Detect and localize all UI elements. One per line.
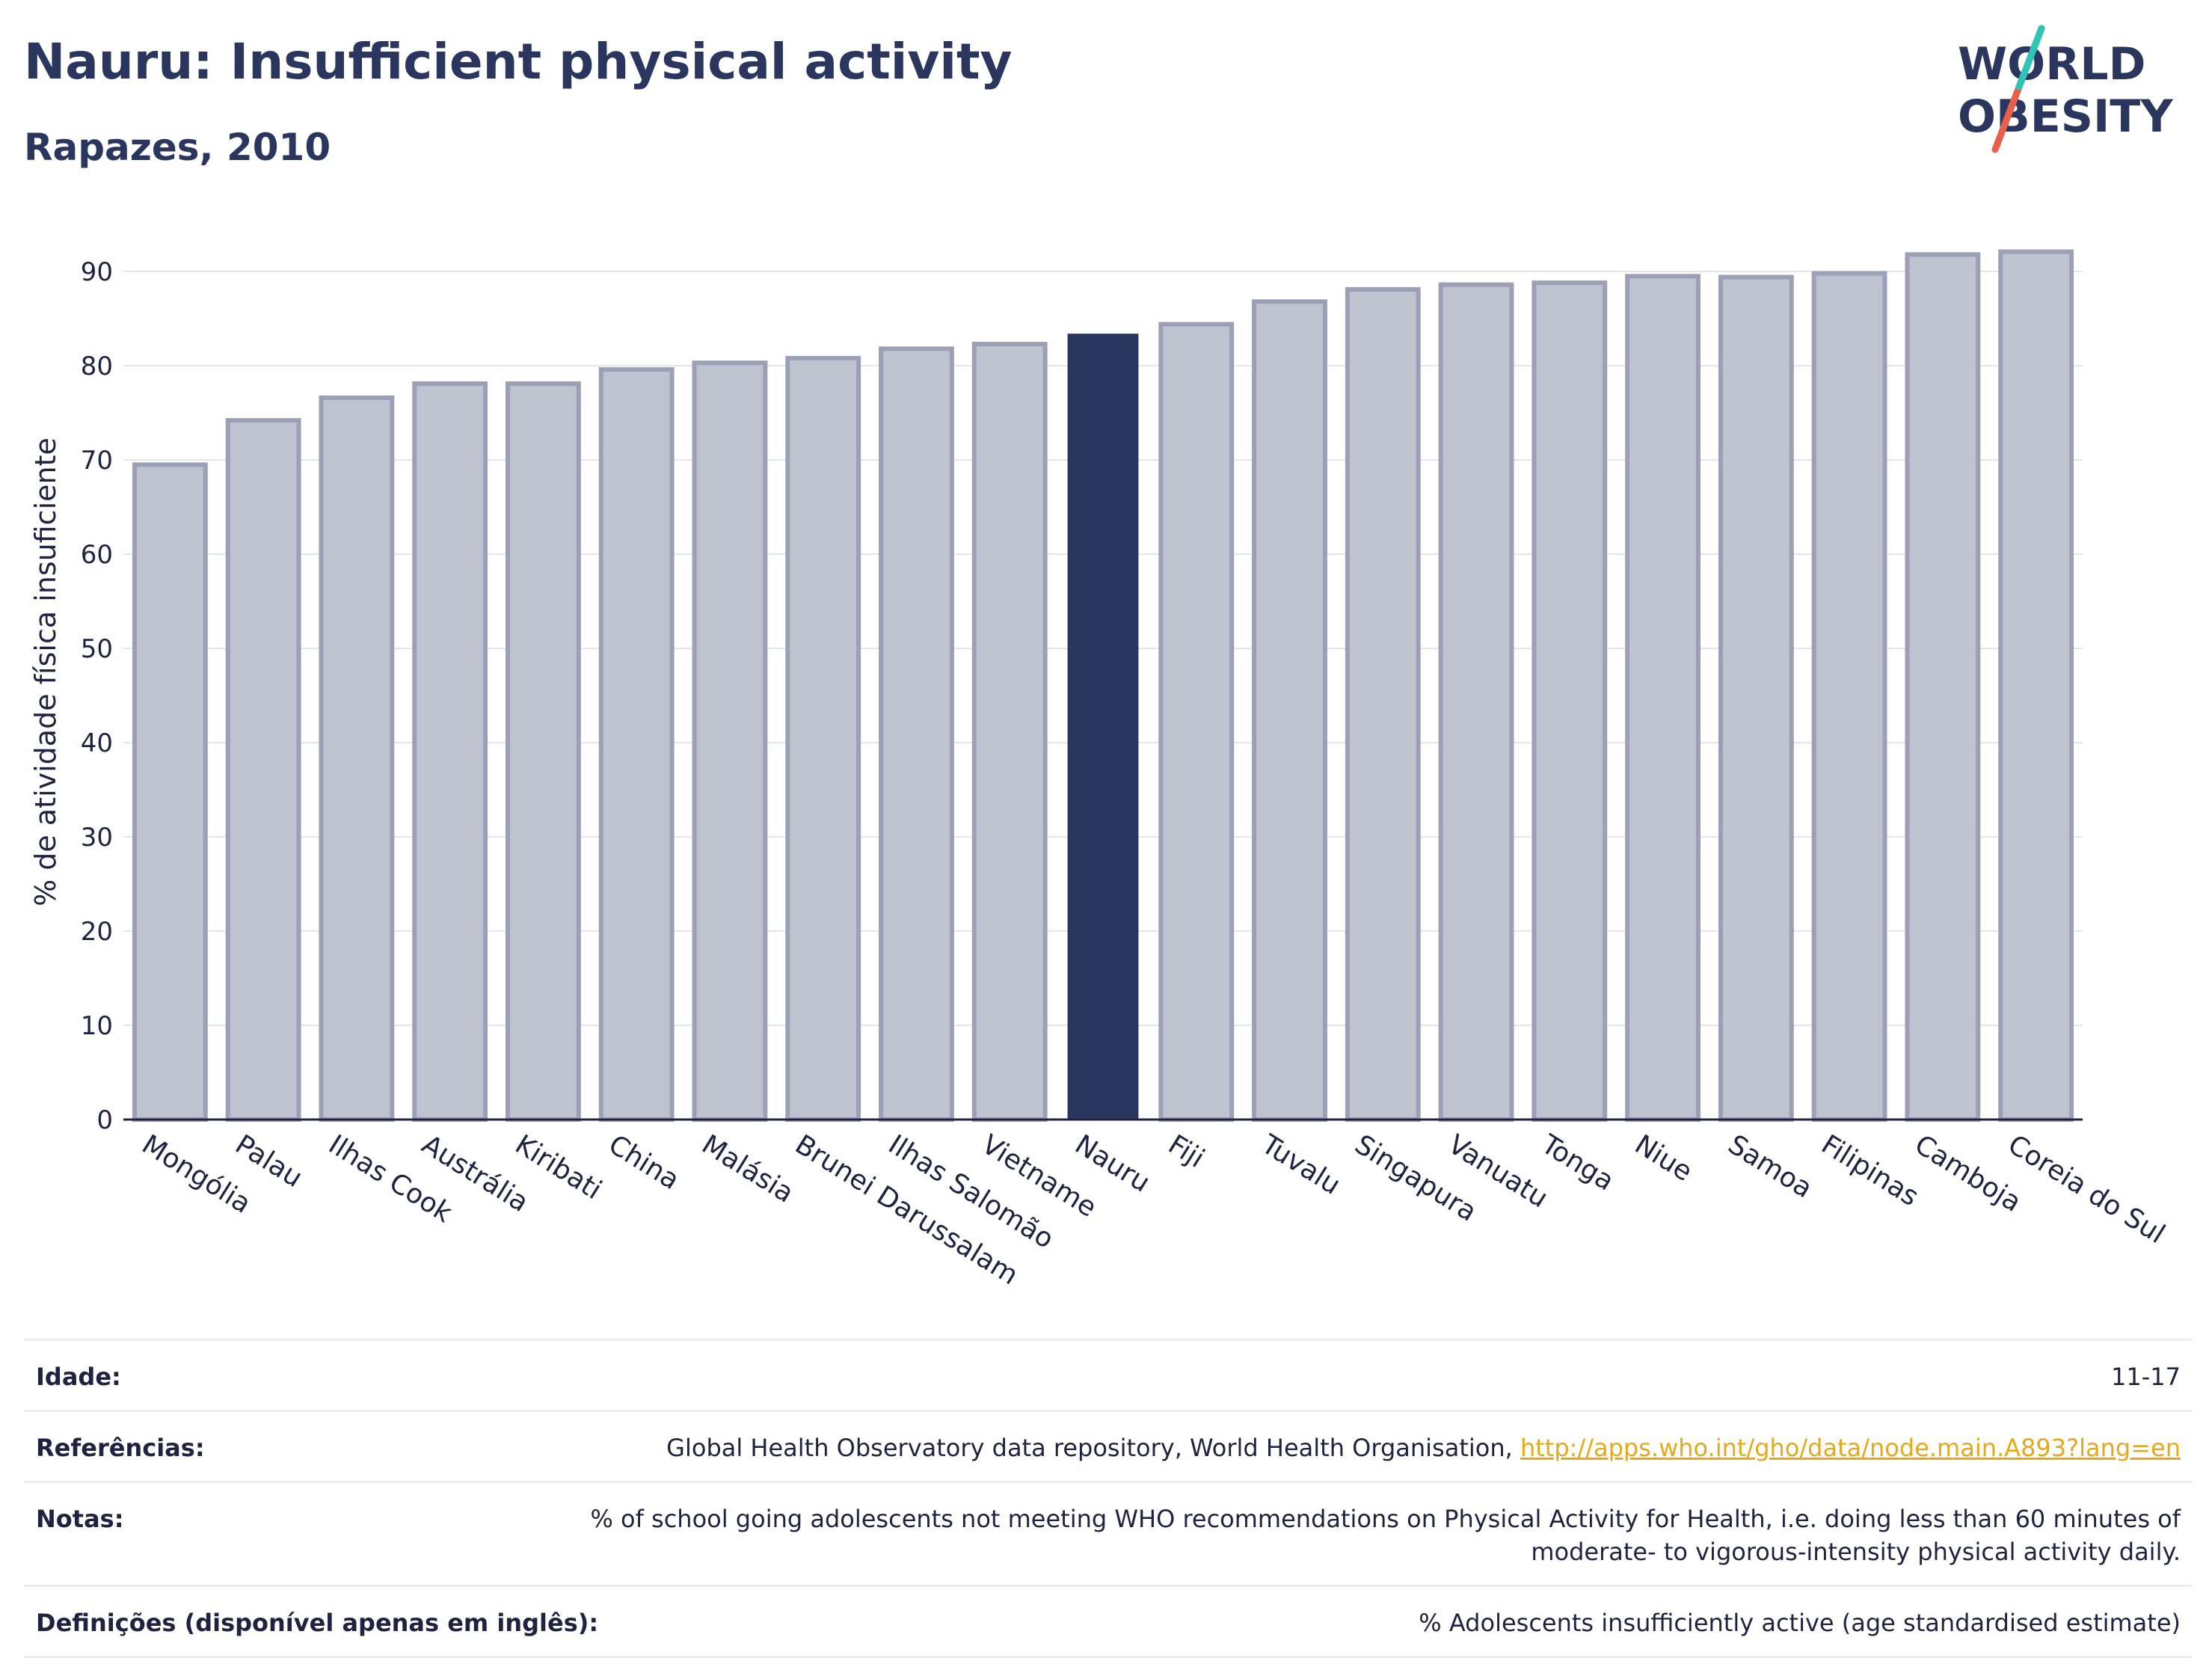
bar: [1998, 249, 2074, 1122]
bar: [692, 360, 768, 1123]
y-tick-label: 0: [96, 1105, 113, 1135]
y-tick-label: 70: [81, 446, 113, 476]
meta-value-definitions: % Adolescents insufficiently active (age…: [1419, 1609, 2181, 1637]
y-tick-label: 30: [81, 823, 113, 853]
x-tick-label: Filipinas: [1816, 1129, 1923, 1212]
bar: [1905, 252, 1981, 1123]
bar: [506, 381, 581, 1122]
meta-row-references: Referências: Global Health Observatory d…: [24, 1410, 2193, 1481]
world-obesity-logo-graphic: WORLD OBESITY: [1958, 25, 2174, 153]
logo-line2: OBESITY: [1958, 90, 2174, 143]
y-tick-label: 90: [81, 257, 113, 287]
x-tick-label: Tuvalu: [1256, 1129, 1346, 1201]
bar: [319, 395, 395, 1122]
bar: [1625, 274, 1701, 1122]
world-obesity-logo: WORLD OBESITY: [1944, 22, 2199, 157]
bar-chart: 0 10 20 30 40 50 60 70 80 90 % de atividade física…: [29, 249, 2170, 1291]
y-tick-label: 60: [81, 540, 113, 570]
bar: [971, 342, 1048, 1122]
y-tick-label: 80: [81, 351, 113, 381]
bar: [1811, 271, 1887, 1122]
bar: [1531, 280, 1608, 1123]
logo-line1: WORLD: [1958, 38, 2145, 90]
y-axis-label: % de atividade física insuficiente: [29, 437, 62, 906]
bar: [785, 355, 861, 1123]
x-tick-label: Fiji: [1163, 1129, 1210, 1174]
y-tick-label: 40: [81, 728, 113, 758]
reference-link[interactable]: http://apps.who.int/gho/data/node.main.A…: [1520, 1434, 2181, 1462]
meta-value-references: Global Health Observatory data repositor…: [666, 1431, 2181, 1464]
meta-key-age: Idade:: [36, 1363, 121, 1391]
logo-slash-teal: [2015, 25, 2045, 90]
bar: [1718, 274, 1794, 1122]
x-tick-label: Malásia: [696, 1129, 799, 1209]
bar: [412, 381, 488, 1122]
x-tick-label: China: [603, 1129, 684, 1196]
chart-title: Nauru: Insufficient physical activity: [24, 33, 1013, 90]
meta-row-definitions: Definições (disponível apenas em inglês)…: [24, 1585, 2193, 1658]
meta-value-age: 11-17: [2111, 1363, 2181, 1391]
meta-row-notes: Notas: % of school going adolescents not…: [24, 1481, 2193, 1585]
bar: [1252, 299, 1327, 1123]
y-tick-label: 10: [81, 1011, 113, 1041]
bar: [1345, 286, 1421, 1123]
metadata-table: Idade: 11-17 Referências: Global Health …: [24, 1339, 2193, 1658]
bar: [132, 462, 208, 1122]
bar: [598, 367, 675, 1123]
x-tick-label: Niue: [1629, 1129, 1698, 1188]
bar: [1158, 322, 1235, 1122]
bar: [1438, 282, 1514, 1122]
chart-subtitle: Rapazes, 2010: [24, 126, 331, 169]
x-tick-label: Coreia do Sul: [2003, 1129, 2170, 1250]
meta-key-notes: Notas:: [36, 1505, 124, 1533]
meta-key-definitions: Definições (disponível apenas em inglês)…: [36, 1609, 599, 1637]
bar: [879, 346, 954, 1123]
meta-row-age: Idade: 11-17: [24, 1339, 2193, 1410]
meta-key-references: Referências:: [36, 1434, 205, 1462]
bar: [225, 418, 301, 1122]
y-tick-label: 20: [81, 917, 113, 947]
meta-value-notes: % of school going adolescents not meetin…: [590, 1505, 2181, 1566]
y-tick-label: 50: [81, 634, 113, 664]
x-tick-label: Camboja: [1909, 1129, 2027, 1218]
reference-text: Global Health Observatory data repositor…: [666, 1434, 1520, 1462]
x-tick-label: Samoa: [1723, 1129, 1818, 1205]
bar-highlighted: [1067, 334, 1139, 1120]
